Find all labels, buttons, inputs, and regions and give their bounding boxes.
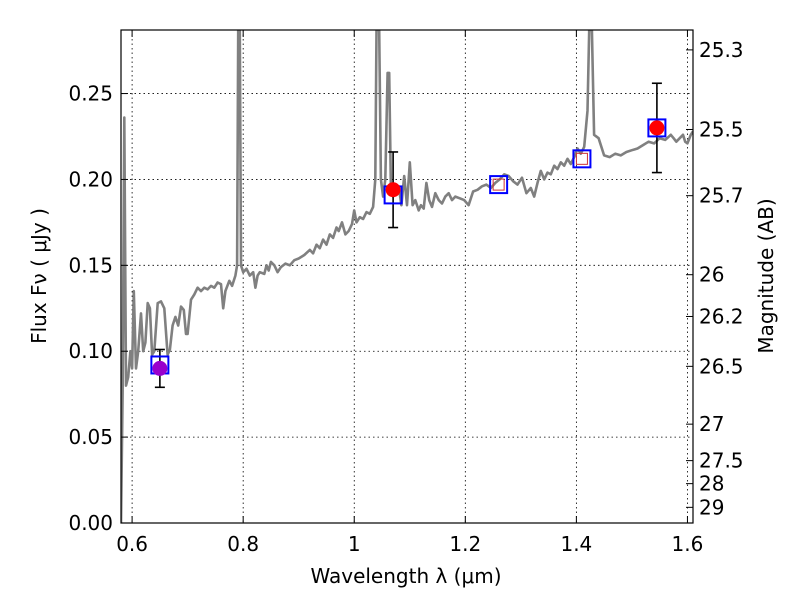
photometry-points [150,118,667,376]
model-spectrum [121,30,693,523]
x-axis-title: Wavelength λ (μm) [310,564,501,588]
x-axis-ticks: 0.6 0.8 1 1.2 1.4 1.6 [116,30,703,556]
x-tick-label: 1 [348,532,361,556]
model-photometry-square [572,149,592,169]
magnitude-tick-label: 26 [699,263,724,287]
right-axis-title: Magnitude (AB) [754,198,778,353]
x-tick-label: 1.4 [560,532,592,556]
magnitude-tick-label: 27.5 [699,449,744,473]
y-tick-label: 0.20 [68,167,113,191]
y-tick-label: 0.00 [68,511,113,535]
y-tick-label: 0.10 [68,339,113,363]
upper-limit-square [492,178,505,191]
magnitude-tick-label: 25.5 [699,117,744,141]
observed-photometry-point [649,120,665,136]
upper-limit-square [575,152,588,165]
x-tick-label: 0.8 [227,532,259,556]
magnitude-tick-label: 29 [699,495,724,519]
x-tick-label: 0.6 [116,532,148,556]
magnitude-tick-label: 25.3 [699,38,744,62]
grid-lines [121,30,693,524]
model-photometry-square [489,175,509,195]
plot-frame [120,29,694,524]
magnitude-tick-label: 27 [699,412,724,436]
y-axis-title: Flux Fν ( μJy ) [27,208,51,344]
magnitude-tick-label: 28 [699,472,724,496]
observed-photometry-point [152,360,168,376]
magnitude-tick-label: 26.2 [699,304,744,328]
x-tick-label: 1.2 [449,532,481,556]
magnitude-tick-label: 25.7 [699,184,744,208]
y-axis-ticks: 0.00 0.05 0.10 0.15 0.20 0.25 [68,82,128,535]
sed-line [121,30,693,523]
magnitude-tick-label: 26.5 [699,354,744,378]
model-photometry-square [647,118,667,138]
observed-photometry-point [385,182,401,198]
y-tick-label: 0.25 [68,82,113,106]
x-tick-label: 1.6 [672,532,704,556]
y-tick-label: 0.05 [68,425,113,449]
y-tick-label: 0.15 [68,253,113,277]
